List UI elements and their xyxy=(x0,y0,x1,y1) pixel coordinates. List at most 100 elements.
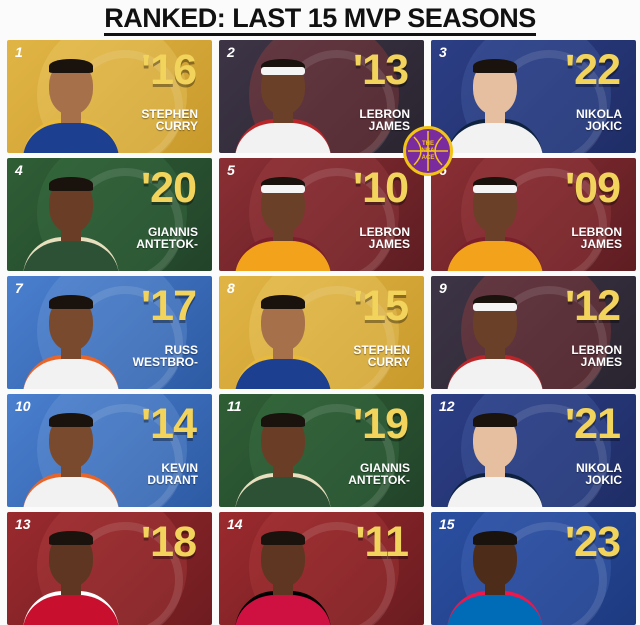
season-year: '18 xyxy=(140,518,197,566)
player-name-line-1: NIKOLA xyxy=(576,107,622,121)
player-name-line-1: NIKOLA xyxy=(576,461,622,475)
player-name-line-2: CURRY xyxy=(155,119,198,133)
page-title: RANKED: LAST 15 MVP SEASONS xyxy=(0,0,640,36)
player-name: LEBRON JAMES xyxy=(512,344,622,368)
player-name-line-1: STEPHEN xyxy=(353,343,410,357)
player-name-line-2: CURRY xyxy=(367,355,410,369)
season-year: '17 xyxy=(140,282,197,330)
player-photo xyxy=(235,285,331,389)
player-name: STEPHEN CURRY xyxy=(88,108,198,132)
player-name: NIKOLA JOKIC xyxy=(512,462,622,486)
headband xyxy=(261,185,305,193)
rank-number: 14 xyxy=(227,516,243,532)
player-photo xyxy=(447,403,543,507)
season-year: '09 xyxy=(564,164,621,212)
player-hair xyxy=(49,295,93,309)
player-name-line-1: STEPHEN xyxy=(141,107,198,121)
player-name-line-2: DURANT xyxy=(147,473,198,487)
player-name-line-1: GIANNIS xyxy=(147,225,198,239)
player-name-line-2: JOKIC xyxy=(585,119,622,133)
player-photo xyxy=(235,167,331,271)
season-year: '21 xyxy=(564,400,621,448)
player-photo xyxy=(23,285,119,389)
mvp-card: 1 '16 STEPHEN CURRY xyxy=(7,40,212,153)
player-name-line-1: RUSS xyxy=(164,343,198,357)
headband xyxy=(473,185,517,193)
nba-ace-badge: THE NBA ACE xyxy=(403,126,453,176)
rank-number: 4 xyxy=(15,162,23,178)
player-photo xyxy=(23,403,119,507)
player-name: GIANNIS ANTETOK- xyxy=(88,226,198,250)
player-name-line-2: ANTETOK- xyxy=(136,237,198,251)
mvp-card: 3 '22 NIKOLA JOKIC xyxy=(431,40,636,153)
season-year: '15 xyxy=(352,282,409,330)
player-name-line-1: LEBRON xyxy=(571,343,622,357)
player-name-line-1: LEBRON xyxy=(359,225,410,239)
player-name-line-2: JAMES xyxy=(580,355,622,369)
player-hair xyxy=(261,531,305,545)
player-photo xyxy=(235,49,331,153)
mvp-card: 8 '15 STEPHEN CURRY xyxy=(219,276,424,389)
player-name: LEBRON JAMES xyxy=(300,108,410,132)
season-year: '22 xyxy=(564,46,621,94)
season-year: '12 xyxy=(564,282,621,330)
player-name-line-1: LEBRON xyxy=(359,107,410,121)
rank-number: 13 xyxy=(15,516,31,532)
player-name-line-1: KEVIN xyxy=(161,461,198,475)
rank-number: 12 xyxy=(439,398,455,414)
rank-number: 15 xyxy=(439,516,455,532)
rank-number: 3 xyxy=(439,44,447,60)
headband xyxy=(473,303,517,311)
badge-line-2: NBA xyxy=(421,148,435,154)
rank-number: 9 xyxy=(439,280,447,296)
mvp-card: 5 '10 LEBRON JAMES xyxy=(219,158,424,271)
mvp-card: 14 '11 xyxy=(219,512,424,625)
season-year: '14 xyxy=(140,400,197,448)
mvp-card: 12 '21 NIKOLA JOKIC xyxy=(431,394,636,507)
player-hair xyxy=(261,413,305,427)
player-photo xyxy=(23,167,119,271)
rank-number: 11 xyxy=(227,398,242,414)
mvp-card: 9 '12 LEBRON JAMES xyxy=(431,276,636,389)
player-name-line-1: LEBRON xyxy=(571,225,622,239)
player-name-line-2: WESTBRO- xyxy=(132,355,198,369)
mvp-card: 7 '17 RUSS WESTBRO- xyxy=(7,276,212,389)
player-hair xyxy=(49,531,93,545)
mvp-card: 13 '18 xyxy=(7,512,212,625)
mvp-card: 2 '13 LEBRON JAMES xyxy=(219,40,424,153)
player-hair xyxy=(49,59,93,73)
jersey xyxy=(235,591,331,625)
player-photo xyxy=(447,49,543,153)
player-hair xyxy=(261,295,305,309)
rank-number: 2 xyxy=(227,44,235,60)
player-name: GIANNIS ANTETOK- xyxy=(300,462,410,486)
player-hair xyxy=(473,59,517,73)
mvp-card: 4 '20 GIANNIS ANTETOK- xyxy=(7,158,212,271)
jersey xyxy=(23,591,119,625)
season-year: '23 xyxy=(564,518,621,566)
rank-number: 5 xyxy=(227,162,235,178)
player-name-line-2: ANTETOK- xyxy=(348,473,410,487)
page-title-text: RANKED: LAST 15 MVP SEASONS xyxy=(104,3,536,36)
player-photo xyxy=(447,285,543,389)
rank-number: 7 xyxy=(15,280,23,296)
player-name-line-1: GIANNIS xyxy=(359,461,410,475)
player-name: RUSS WESTBRO- xyxy=(88,344,198,368)
player-name: NIKOLA JOKIC xyxy=(512,108,622,132)
rank-number: 10 xyxy=(15,398,31,414)
rank-number: 8 xyxy=(227,280,235,296)
jersey xyxy=(447,591,543,625)
headband xyxy=(261,67,305,75)
player-photo xyxy=(235,403,331,507)
season-year: '19 xyxy=(352,400,409,448)
player-name-line-2: JAMES xyxy=(580,237,622,251)
player-hair xyxy=(473,413,517,427)
mvp-card: 15 '23 xyxy=(431,512,636,625)
season-year: '10 xyxy=(352,164,409,212)
season-year: '13 xyxy=(352,46,409,94)
season-year: '20 xyxy=(140,164,197,212)
rank-number: 1 xyxy=(15,44,23,60)
player-hair xyxy=(49,177,93,191)
badge-line-1: THE xyxy=(422,141,434,147)
